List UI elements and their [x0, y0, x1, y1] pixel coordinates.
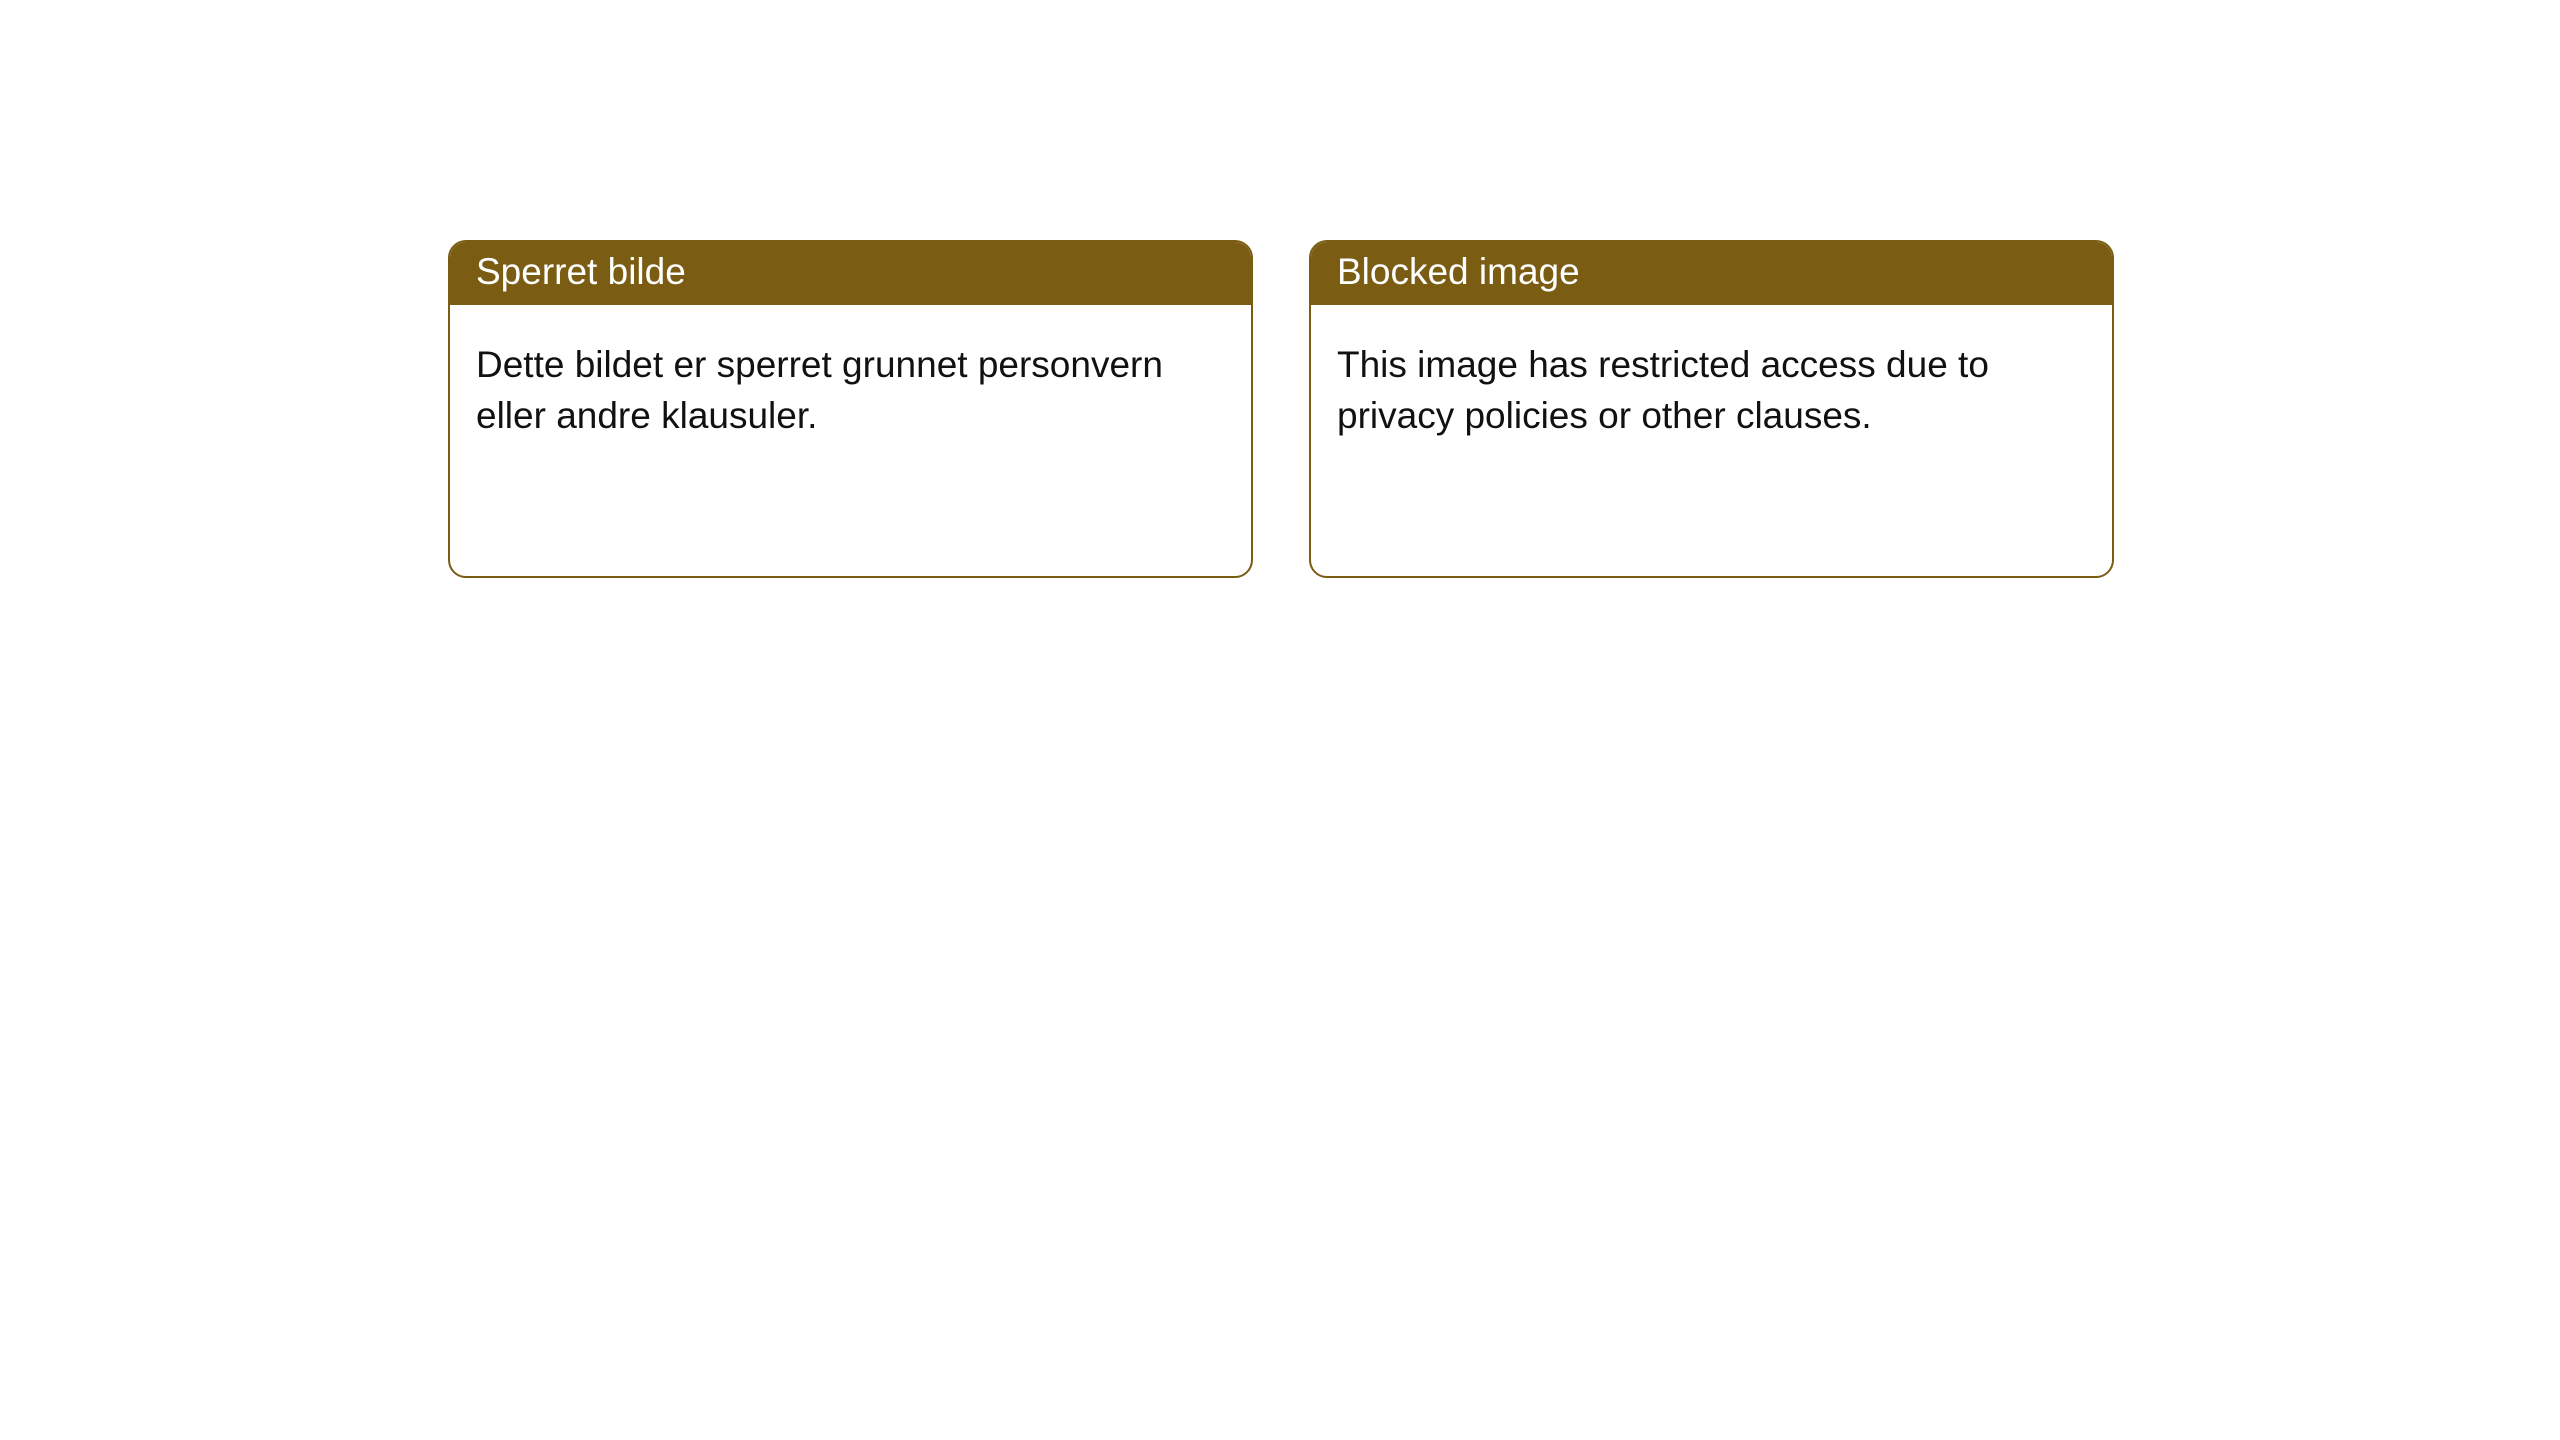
notice-title-en: Blocked image	[1311, 242, 2112, 305]
blocked-image-notice-no: Sperret bilde Dette bildet er sperret gr…	[448, 240, 1253, 578]
notice-body-no: Dette bildet er sperret grunnet personve…	[450, 305, 1251, 475]
notice-body-en: This image has restricted access due to …	[1311, 305, 2112, 475]
blocked-image-notice-en: Blocked image This image has restricted …	[1309, 240, 2114, 578]
notice-title-no: Sperret bilde	[450, 242, 1251, 305]
notice-container: Sperret bilde Dette bildet er sperret gr…	[0, 0, 2560, 578]
